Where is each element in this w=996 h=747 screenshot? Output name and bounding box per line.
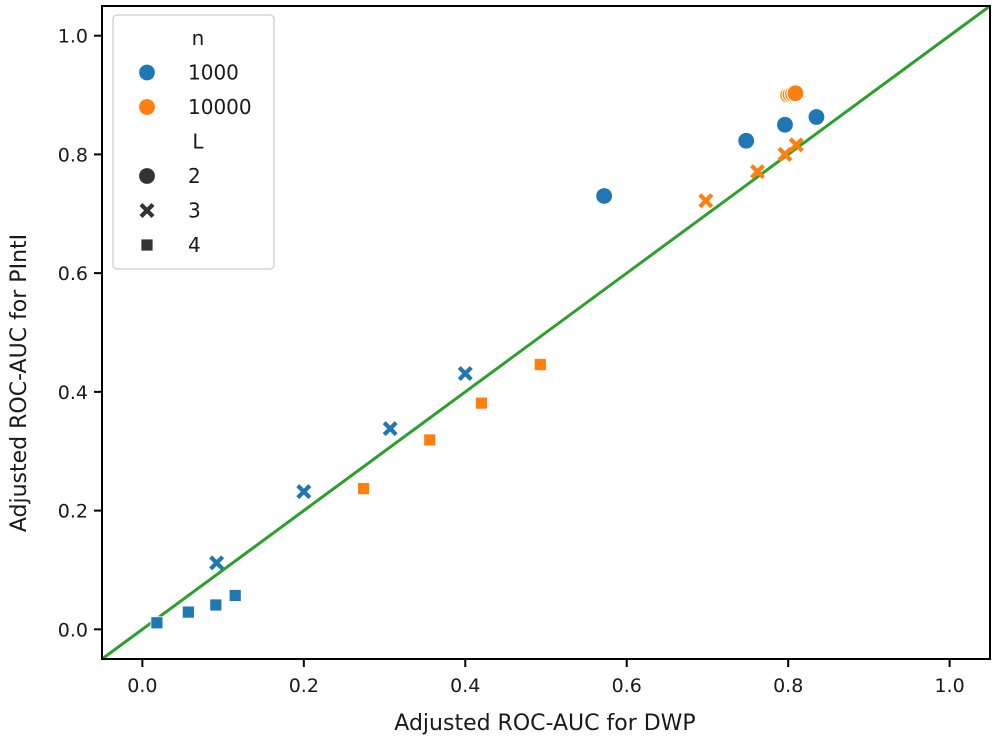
y-tick-label: 0.2 [58,501,88,523]
legend-marker-n-10000 [137,97,157,117]
data-point [533,358,547,371]
legend: n 1000 10000 L 2 3 4 [112,14,275,270]
x-tick-label: 0.6 [612,675,642,697]
x-tick-label: 1.0 [935,675,965,697]
data-point [457,365,473,381]
y-tick-label: 0.0 [58,619,88,641]
data-point [737,131,756,150]
series-n10000-L3 [698,137,804,209]
data-point [595,186,614,206]
series-n10000-L4 [357,358,547,496]
x-tick-label: 0.8 [773,675,803,697]
data-point [475,396,488,410]
legend-label-2: 2 [188,164,201,188]
x-axis-label: Adjusted ROC-AUC for DWP [394,711,695,736]
x-tick-label: 0.2 [289,675,319,697]
data-point [382,421,398,437]
data-point [775,115,795,134]
series-n1000-L2 [595,107,826,206]
series-n1000-L3 [209,365,473,571]
reference-line [101,4,991,661]
series-n10000-L2 [779,84,805,105]
y-tick-label: 0.4 [58,382,88,404]
x-tick-label: 0.4 [450,675,480,697]
data-point [296,484,312,500]
data-point [209,555,225,571]
data-point [423,433,437,447]
legend-marker-L-2 [137,166,157,186]
axes: 0.0 0.2 0.4 0.6 0.8 1.0 0.0 0.2 0.4 0.6 0.8 1.0 [58,5,991,697]
data-point [788,137,804,153]
data-point [777,146,793,162]
legend-label-3: 3 [188,199,201,223]
y-tick-label: 0.6 [58,263,88,285]
legend-title-L: L [192,130,204,154]
legend-marker-n-1000 [137,63,157,82]
data-point [750,164,765,180]
y-axis-label: Adjusted ROC-AUC for PIntI [7,234,32,532]
data-point [228,589,242,602]
legend-label-1000: 1000 [188,61,239,85]
data-point [150,616,164,630]
legend-label-10000: 10000 [188,95,252,119]
plot-frame [101,5,991,660]
data-point [209,598,223,612]
x-tick-label: 0.0 [127,675,157,697]
series-n1000-L4 [150,589,242,630]
legend-marker-L-4 [140,238,154,252]
legend-label-4: 4 [188,233,201,257]
data-point [181,605,195,619]
legend-title-n: n [192,26,205,50]
data-point [357,482,370,496]
data-point [807,107,826,127]
data-point [786,84,805,103]
plot-content [101,4,991,661]
legend-marker-L-3 [139,203,155,218]
data-point [698,193,714,209]
y-tick-label: 0.8 [58,144,88,166]
y-tick-label: 1.0 [58,26,88,48]
